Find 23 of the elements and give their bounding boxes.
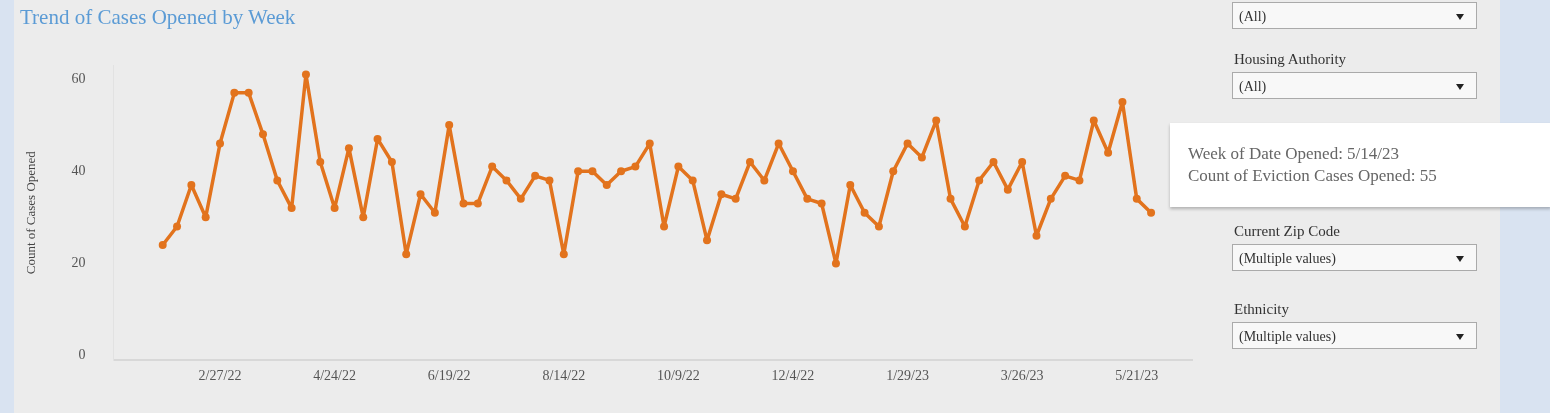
- x-tick-label: 1/29/23: [886, 368, 929, 384]
- y-tick-label: 60: [71, 70, 86, 86]
- text: (All): [1232, 2, 1477, 29]
- y-tick-label: 0: [78, 347, 86, 363]
- chart-title: Trend of Cases Opened by Week: [20, 5, 296, 30]
- x-tick-label: 6/19/22: [427, 368, 471, 384]
- tooltip-panel: Week of Date Opened: 5/14/23 Count of Eviction Cases Opened: 55: [1170, 123, 1550, 207]
- text: (All): [1232, 72, 1477, 99]
- text: (Multiple values): [1232, 244, 1477, 271]
- text: (Multiple values): [1232, 322, 1477, 349]
- y-tick-label: 40: [71, 162, 86, 178]
- text: Ethnicity: [1234, 301, 1290, 318]
- x-tick-label: 12/4/22: [771, 368, 815, 384]
- text: Current Zip Code: [1234, 223, 1341, 240]
- x-tick-label: 10/9/22: [656, 368, 700, 384]
- text: Housing Authority: [1234, 51, 1348, 68]
- x-tick-label: 8/14/22: [542, 368, 586, 384]
- y-tick-label: 20: [71, 255, 86, 271]
- y-axis-title: Count of Cases Opened: [23, 150, 39, 275]
- x-tick-label: 2/27/22: [198, 368, 242, 384]
- x-tick-label: 5/21/23: [1115, 368, 1159, 384]
- x-tick-label: 3/26/23: [1000, 368, 1044, 384]
- x-tick-label: 4/24/22: [313, 368, 356, 384]
